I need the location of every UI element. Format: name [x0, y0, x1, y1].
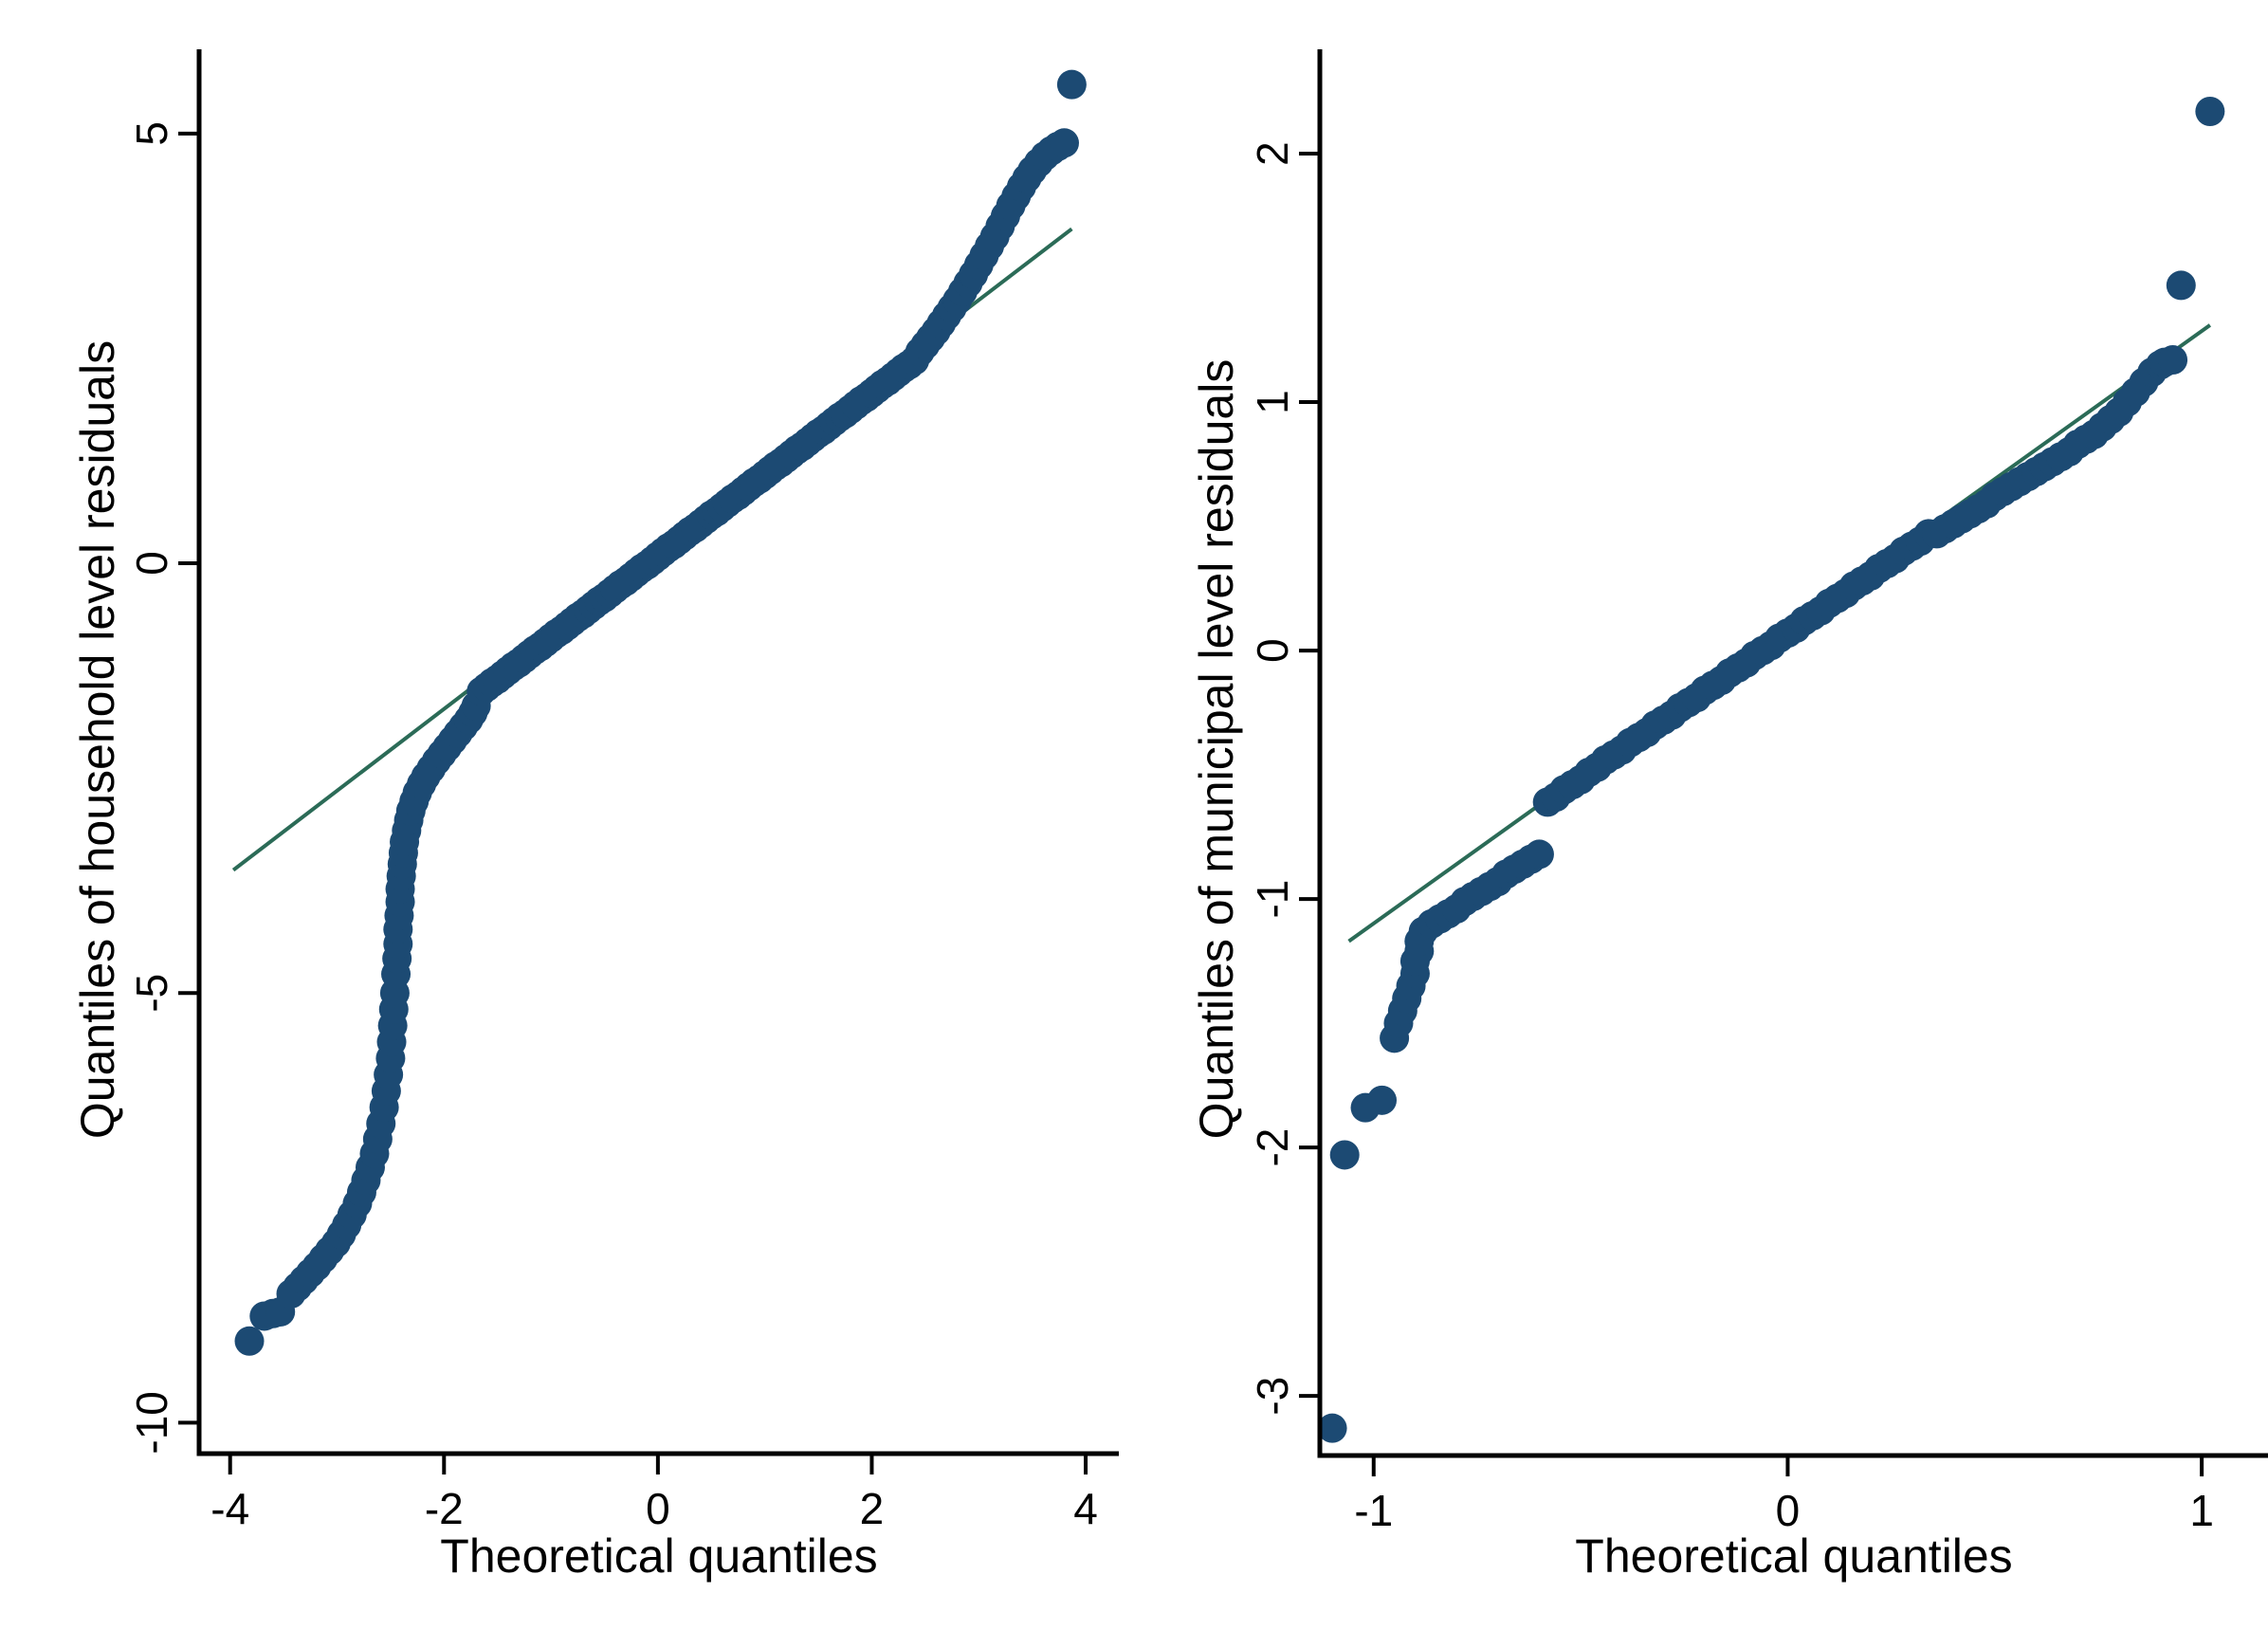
y-tick-label: -1	[1248, 880, 1297, 919]
axis-spines	[196, 49, 1119, 1456]
y-tick-label: 0	[127, 551, 176, 576]
x-axis-title-left: Theoretical quantiles	[440, 1529, 878, 1583]
data-point	[1524, 839, 1554, 870]
data-point	[234, 1326, 265, 1356]
qq-plot-household: -4 -2 0 2 4 5 0 -5 -10	[127, 49, 1119, 1533]
y-tick-label: 0	[1248, 638, 1297, 663]
qq-plot-municipal: -1 0 1 2 1 0 -1 -2 -3	[1248, 49, 2268, 1535]
data-point	[1317, 1413, 1347, 1443]
x-tick-label: 0	[1776, 1486, 1801, 1535]
x-tick-label: 2	[860, 1484, 885, 1533]
y-tick-label: 5	[127, 121, 176, 146]
x-tick-label: 4	[1073, 1484, 1098, 1533]
y-tick-label: -10	[127, 1391, 176, 1454]
data-point	[2166, 270, 2196, 301]
y-tick-label: 2	[1248, 141, 1297, 166]
data-point	[1367, 1085, 1398, 1115]
x-tick-label: 0	[646, 1484, 670, 1533]
data-point	[2195, 97, 2225, 127]
data-point	[1329, 1140, 1360, 1170]
x-axis-title-right: Theoretical quantiles	[1575, 1529, 2013, 1583]
y-tick-label: -3	[1248, 1377, 1297, 1416]
y-tick-label: -2	[1248, 1128, 1297, 1167]
y-tick-label: 1	[1248, 390, 1297, 414]
y-axis-title-municipal: Quantiles of municipal level residuals	[1190, 358, 1243, 1140]
x-tick-label: 1	[2189, 1486, 2214, 1535]
x-tick-label: -4	[210, 1484, 249, 1533]
x-tick-label: -1	[1354, 1486, 1393, 1535]
data-point	[2158, 345, 2188, 375]
scatter-points	[234, 69, 1087, 1356]
x-tick-label: -2	[425, 1484, 464, 1533]
y-axis-title-household: Quantiles of household level residuals	[71, 339, 124, 1140]
data-point	[1049, 128, 1079, 158]
scatter-points	[1317, 97, 2225, 1443]
data-point	[1056, 69, 1087, 100]
y-tick-label: -5	[127, 974, 176, 1013]
axis-spines	[1317, 49, 2268, 1458]
